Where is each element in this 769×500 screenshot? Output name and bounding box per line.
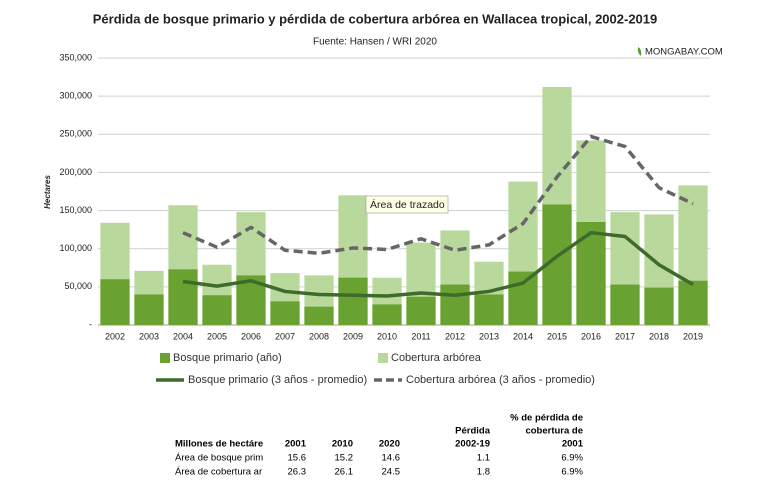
bar <box>168 269 198 325</box>
table-cell: Área de cobertura ar <box>175 467 262 478</box>
table-header: Pérdida <box>455 426 491 437</box>
bar <box>338 277 368 325</box>
table-header: cobertura de <box>525 426 583 437</box>
x-tick-label: 2007 <box>275 331 295 341</box>
source-label: MONGABAY.COM <box>645 47 723 58</box>
chart-subtitle: Fuente: Hansen / WRI 2020 <box>313 37 437 48</box>
y-tick-label: 100,000 <box>59 243 92 253</box>
bar <box>576 222 606 325</box>
table-header: % de pérdida de <box>510 413 583 424</box>
legend-label: Bosque primario (año) <box>173 352 282 364</box>
annotation: Área de trazado <box>370 198 445 211</box>
table-header: 2001 <box>562 439 584 450</box>
line-series <box>182 230 694 298</box>
bar <box>610 284 640 325</box>
table-header: Millones de hectáre <box>175 439 263 450</box>
x-tick-label: 2008 <box>309 331 329 341</box>
y-axis-label: Hectares <box>43 175 52 209</box>
table-cell: 15.2 <box>335 453 354 464</box>
x-tick-label: 2019 <box>683 331 703 341</box>
table-cell: 6.9% <box>561 453 583 464</box>
legend-swatch <box>378 353 388 363</box>
y-tick-label: 300,000 <box>59 91 92 101</box>
bar <box>202 295 232 325</box>
bar <box>440 284 470 325</box>
bar <box>134 294 164 325</box>
y-tick-label: 250,000 <box>59 129 92 139</box>
legend-label: Cobertura arbórea <box>391 352 482 364</box>
table-header: 2010 <box>332 439 353 450</box>
x-tick-label: 2003 <box>139 331 159 341</box>
logo-icon <box>637 47 642 56</box>
bar <box>406 296 436 325</box>
legend-label: Cobertura arbórea (3 años - promedio) <box>406 374 595 386</box>
bar <box>304 306 334 325</box>
x-tick-label: 2018 <box>649 331 669 341</box>
legend-label: Bosque primario (3 años - promedio) <box>188 374 367 386</box>
x-tick-label: 2012 <box>445 331 465 341</box>
table-header: 2002-19 <box>455 439 490 450</box>
x-tick-label: 2010 <box>377 331 397 341</box>
chart-title: Pérdida de bosque primario y pérdida de … <box>93 11 658 26</box>
bar <box>270 301 300 325</box>
legend-swatch <box>160 353 170 363</box>
x-tick-label: 2002 <box>105 331 125 341</box>
table-header: 2001 <box>285 439 307 450</box>
x-tick-label: 2011 <box>411 331 430 341</box>
table-cell: 1.1 <box>477 453 490 464</box>
y-tick-label: 200,000 <box>59 167 92 177</box>
x-tick-label: 2006 <box>241 331 261 341</box>
x-tick-label: 2014 <box>513 331 533 341</box>
table-cell: 26.3 <box>288 467 307 478</box>
annotation-box <box>365 195 449 214</box>
y-tick-label: 50,000 <box>64 281 92 291</box>
y-tick-label: - <box>89 319 92 329</box>
table-cell: 24.5 <box>382 467 401 478</box>
line-series <box>182 134 694 256</box>
y-tick-label: 150,000 <box>59 205 92 215</box>
bar <box>644 287 674 325</box>
bar <box>678 280 708 325</box>
table-header: 2020 <box>379 439 400 450</box>
x-tick-label: 2015 <box>547 331 567 341</box>
y-tick-label: 350,000 <box>59 52 92 62</box>
table-cell: 6.9% <box>561 467 583 478</box>
x-tick-label: 2005 <box>207 331 227 341</box>
bar <box>372 304 402 325</box>
x-tick-label: 2017 <box>615 331 635 341</box>
table-cell: 14.6 <box>382 453 401 464</box>
bar <box>100 279 130 325</box>
table-cell: 26.1 <box>335 467 354 478</box>
bar <box>508 271 538 325</box>
x-tick-label: 2013 <box>479 331 499 341</box>
x-tick-label: 2004 <box>173 331 193 341</box>
table-cell: 15.6 <box>288 453 307 464</box>
table-cell: Área de bosque prim <box>175 453 263 464</box>
table-cell: 1.8 <box>477 467 490 478</box>
x-tick-label: 2009 <box>343 331 363 341</box>
bar <box>474 294 504 325</box>
x-tick-label: 2016 <box>581 331 601 341</box>
